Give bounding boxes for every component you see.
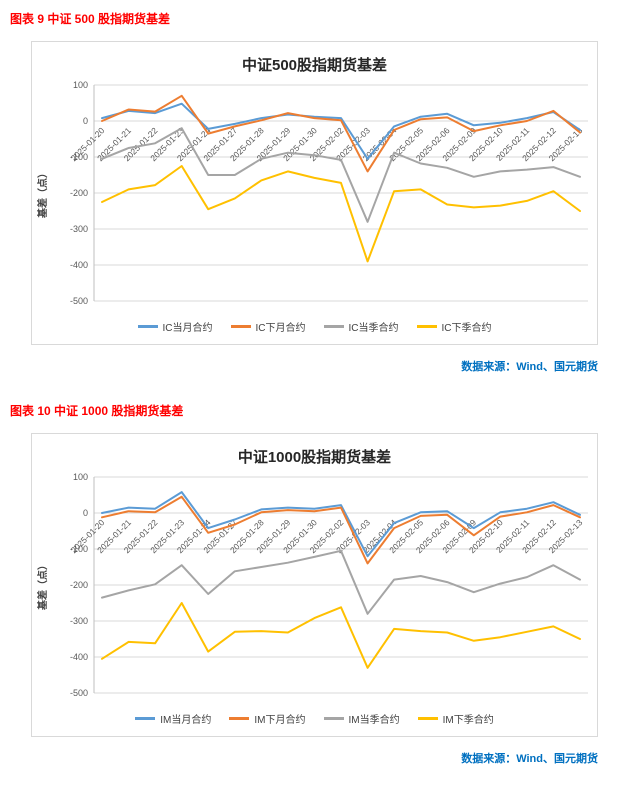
y-tick-label: 100 (72, 80, 87, 90)
figure-9-caption: 图表 9 中证 500 股指期货基差 (10, 12, 171, 26)
legend-swatch (417, 717, 438, 720)
legend-label: IC当季合约 (348, 323, 399, 334)
legend-swatch (137, 325, 158, 328)
chart-csi1000: 中证1000股指期货基差 100 0 -100 -200 -300 -400 -500 基差（… (31, 433, 598, 737)
series-line-IM下季合约 (100, 602, 581, 669)
y-tick-label: -300 (69, 616, 87, 626)
series-line-IM当月合约 (100, 491, 581, 558)
y-tick-label: -200 (69, 580, 87, 590)
chart-csi500-plot: 1000-100-200-300-400-500基差（点）2025-01-202… (36, 80, 588, 306)
series-line-IC下月合约 (100, 94, 581, 173)
legend-item: IC当季合约 (323, 319, 399, 334)
y-tick-label: -400 (69, 652, 87, 662)
figure-10-caption: 图表 10 中证 1000 股指期货基差 (10, 404, 184, 418)
y-tick-label: 100 (72, 472, 87, 482)
legend-item: IM当月合约 (135, 711, 211, 726)
y-tick-label: -100 (69, 544, 87, 554)
chart-csi500: 中证500股指期货基差 100 0 -100 -200 -300 -400 -500 基差（点… (31, 41, 598, 345)
series-line-IC当季合约 (100, 127, 581, 223)
figure-10-source: 数据来源：Wind、国元期货 (461, 753, 598, 765)
legend-label: IC当月合约 (162, 323, 213, 334)
legend-label: IM下季合约 (442, 715, 494, 726)
y-tick-label: -500 (69, 296, 87, 306)
legend-swatch (416, 325, 437, 328)
legend-swatch (323, 717, 344, 720)
y-axis-title: 基差（点） (36, 560, 49, 611)
chart-csi500-title: 中证500股指期货基差 (241, 57, 388, 74)
figure-9-source: 数据来源：Wind、国元期货 (461, 361, 598, 373)
y-tick-label: 0 (82, 116, 87, 126)
series-line-IC当月合约 (100, 102, 581, 160)
y-tick-label: 0 (82, 508, 87, 518)
chart-csi1000-plot: 1000-100-200-300-400-500基差（点）2025-01-202… (36, 472, 588, 698)
legend-swatch (230, 325, 251, 328)
legend-label: IM当季合约 (348, 715, 400, 726)
legend-label: IM下月合约 (254, 715, 306, 726)
legend-item: IM下月合约 (229, 711, 306, 726)
legend-swatch (229, 717, 250, 720)
legend-swatch (135, 717, 156, 720)
legend-item: IC当月合约 (137, 319, 213, 334)
legend-item: IM下季合约 (417, 711, 494, 726)
series-line-IM当季合约 (100, 549, 581, 615)
y-tick-label: -400 (69, 260, 87, 270)
chart-csi1000-title: 中证1000股指期货基差 (237, 449, 392, 466)
y-tick-label: -100 (69, 152, 87, 162)
chart-csi1000-legend: IM当月合约 IM下月合约 IM当季合约 IM下季合约 (32, 707, 597, 736)
y-tick-label: -300 (69, 224, 87, 234)
legend-label: IC下季合约 (441, 323, 492, 334)
series-line-IM下月合约 (100, 495, 581, 565)
series-line-IC下季合约 (100, 165, 581, 263)
y-tick-label: -200 (69, 188, 87, 198)
legend-item: IC下季合约 (416, 319, 492, 334)
legend-label: IC下月合约 (255, 323, 306, 334)
legend-swatch (323, 325, 344, 328)
legend-label: IM当月合约 (160, 715, 212, 726)
y-tick-label: -500 (69, 688, 87, 698)
chart-csi500-legend: IC当月合约 IC下月合约 IC当季合约 IC下季合约 (32, 315, 597, 344)
legend-item: IC下月合约 (230, 319, 306, 334)
y-axis-title: 基差（点） (36, 168, 49, 219)
legend-item: IM当季合约 (323, 711, 400, 726)
